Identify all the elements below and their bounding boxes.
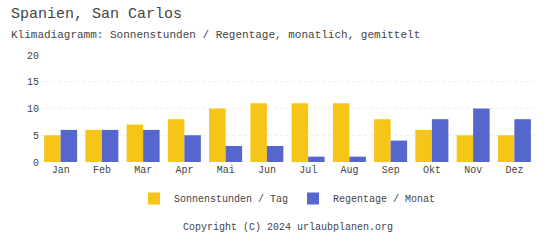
svg-text:Mai: Mai (217, 165, 235, 176)
svg-text:Apr: Apr (175, 165, 193, 176)
svg-text:Aug: Aug (340, 165, 358, 176)
svg-text:Jan: Jan (52, 165, 70, 176)
svg-text:Jul: Jul (299, 165, 317, 176)
svg-text:20: 20 (27, 51, 39, 62)
svg-text:0: 0 (33, 158, 39, 169)
svg-text:Copyright (C) 2024 urlaubplane: Copyright (C) 2024 urlaubplanen.org (183, 222, 393, 233)
svg-text:Sonnenstunden / Tag: Sonnenstunden / Tag (174, 194, 288, 205)
svg-text:5: 5 (33, 131, 39, 142)
svg-text:Nov: Nov (464, 165, 482, 176)
svg-text:Okt: Okt (423, 165, 441, 176)
svg-text:Mar: Mar (134, 165, 152, 176)
svg-text:Regentage / Monat: Regentage / Monat (333, 194, 435, 205)
svg-text:Spanien, San CarlosKlimadiagra: Spanien, San CarlosKlimadiagramm: Sonnen… (11, 6, 420, 41)
svg-text:Feb: Feb (93, 165, 111, 176)
svg-text:15: 15 (27, 77, 39, 88)
svg-text:Dez: Dez (505, 165, 523, 176)
svg-text:10: 10 (27, 104, 39, 115)
svg-text:Jun: Jun (258, 165, 276, 176)
svg-text:Sep: Sep (382, 165, 400, 176)
